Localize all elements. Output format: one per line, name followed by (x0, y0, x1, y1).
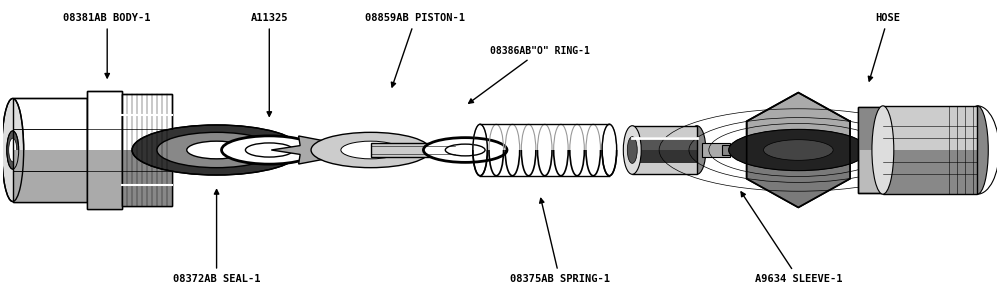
Bar (87, 150, 122, 209)
Text: 08386AB"O" RING-1: 08386AB"O" RING-1 (469, 46, 590, 103)
Ellipse shape (623, 126, 641, 174)
Bar (87, 91, 122, 209)
Text: 08372AB SEAL-1: 08372AB SEAL-1 (173, 190, 260, 284)
Bar (13, 150, 87, 202)
Bar (883, 106, 977, 194)
Bar (87, 91, 122, 209)
Bar (122, 94, 172, 206)
Text: 08859AB PISTON-1: 08859AB PISTON-1 (365, 14, 465, 87)
Bar (13, 98, 87, 202)
Circle shape (245, 143, 293, 157)
Bar (13, 98, 87, 202)
Text: 08381AB BODY-1: 08381AB BODY-1 (63, 14, 151, 78)
Circle shape (222, 136, 317, 164)
Circle shape (157, 132, 276, 168)
Ellipse shape (9, 138, 17, 162)
Text: A11325: A11325 (251, 14, 288, 116)
Polygon shape (747, 150, 850, 207)
Bar (632, 136, 697, 164)
Text: 08375AB SPRING-1: 08375AB SPRING-1 (510, 198, 610, 284)
Circle shape (764, 140, 833, 160)
Bar (858, 107, 883, 193)
Bar (632, 126, 697, 174)
Ellipse shape (2, 98, 24, 202)
Ellipse shape (872, 106, 894, 194)
Bar (883, 106, 977, 194)
Circle shape (445, 144, 485, 156)
Circle shape (729, 129, 868, 171)
Bar (702, 142, 730, 158)
Bar (858, 107, 883, 193)
Text: HOSE: HOSE (868, 14, 900, 81)
Ellipse shape (449, 142, 461, 158)
Text: A9634 SLEEVE-1: A9634 SLEEVE-1 (741, 192, 842, 284)
Bar (632, 150, 697, 164)
Bar (858, 107, 883, 150)
Circle shape (423, 138, 507, 162)
Polygon shape (271, 136, 381, 164)
Circle shape (311, 132, 430, 168)
Polygon shape (747, 93, 850, 207)
Ellipse shape (966, 106, 988, 194)
Ellipse shape (688, 126, 706, 174)
Ellipse shape (7, 131, 19, 169)
Bar (371, 142, 455, 158)
Bar (122, 150, 172, 206)
Ellipse shape (627, 136, 637, 164)
Bar (632, 126, 697, 174)
Bar (122, 94, 172, 206)
Circle shape (341, 141, 401, 159)
Bar (722, 145, 740, 155)
Bar (883, 150, 977, 194)
Circle shape (187, 141, 246, 159)
Circle shape (132, 125, 301, 175)
